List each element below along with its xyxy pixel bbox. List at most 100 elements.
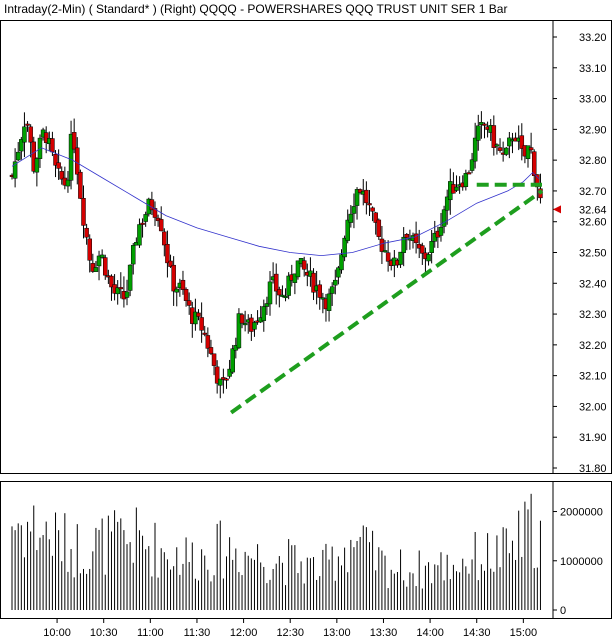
candle-up <box>261 306 267 321</box>
candle-up <box>242 323 248 326</box>
price-tick-label: 32.40 <box>579 278 607 290</box>
time-tick-label: 10:30 <box>90 627 118 639</box>
candle-up <box>441 209 447 227</box>
candle-down <box>367 203 372 206</box>
price-tick-label: 33.10 <box>579 63 607 75</box>
candle-up <box>339 254 344 271</box>
time-tick-label: 12:30 <box>276 627 304 639</box>
candle-down <box>158 219 164 232</box>
candle-down <box>87 238 92 261</box>
candle-up <box>351 206 357 214</box>
candle-down <box>50 138 55 153</box>
candle-up <box>479 122 484 125</box>
candle-down <box>25 123 30 126</box>
candle-down <box>404 234 410 238</box>
candle-up <box>22 126 27 143</box>
candle-up <box>476 125 481 141</box>
candle-up <box>504 147 509 155</box>
candle-up <box>292 273 298 283</box>
candle-down <box>497 147 503 151</box>
candle-up <box>348 213 354 223</box>
candle-up <box>454 186 459 191</box>
candle-up <box>345 219 350 241</box>
candle-up <box>326 293 332 311</box>
candle-down <box>162 231 167 246</box>
candle-up <box>342 237 347 258</box>
candle-up <box>93 267 99 272</box>
price-tick-label: 31.80 <box>579 463 607 475</box>
candle-down <box>59 171 64 180</box>
candle-down <box>71 132 77 150</box>
candle-down <box>385 252 391 262</box>
candle-up <box>227 368 232 377</box>
candle-up <box>507 137 512 147</box>
candle-up <box>444 196 450 211</box>
candle-down <box>152 208 158 218</box>
price-tick-label: 32.80 <box>579 155 607 167</box>
candle-down <box>277 289 282 296</box>
time-tick-label: 10:00 <box>43 627 71 639</box>
candle-down <box>118 287 124 290</box>
candle-down <box>183 289 189 301</box>
candle-down <box>196 312 201 317</box>
candle-down <box>53 153 58 166</box>
candle-up <box>286 275 291 296</box>
price-tick-label: 32.00 <box>579 401 607 413</box>
candle-down <box>199 317 204 331</box>
price-tick-label: 32.70 <box>579 186 607 198</box>
candle-up <box>267 281 273 305</box>
price-tick-label: 32.20 <box>579 340 607 352</box>
candle-up <box>218 378 223 386</box>
candle-up <box>295 260 301 278</box>
candle-up <box>336 267 341 278</box>
candle-down <box>202 332 207 335</box>
candle-up <box>398 251 403 265</box>
candle-up <box>230 348 235 373</box>
candle-up <box>354 189 360 206</box>
price-tick-label: 32.60 <box>579 217 607 229</box>
candle-down <box>239 314 245 324</box>
candle-down <box>186 300 192 306</box>
candle-down <box>224 378 229 381</box>
candle-up <box>494 144 500 147</box>
candle-down <box>370 207 375 212</box>
candle-up <box>252 322 257 330</box>
time-tick-label: 11:00 <box>137 627 164 639</box>
candle-down <box>491 125 497 148</box>
candle-down <box>221 377 226 380</box>
candle-down <box>317 284 322 298</box>
candle-down <box>379 238 385 252</box>
candle-up <box>115 287 120 295</box>
candle-up <box>19 139 24 152</box>
candle-down <box>364 189 369 204</box>
time-tick-label: 13:30 <box>370 627 398 639</box>
candle-down <box>208 347 214 354</box>
volume-tick-label: 0 <box>560 605 566 617</box>
price-tick-label: 32.30 <box>579 309 607 321</box>
candle-up <box>124 291 130 298</box>
time-axis: 10:00 10:30 11:00 11:30 12:00 12:30 13:00 13:30… <box>43 619 537 639</box>
candle-up <box>236 313 242 349</box>
candle-up <box>96 255 102 267</box>
candle-down <box>165 243 170 264</box>
time-tick-label: 14:00 <box>416 627 444 639</box>
candle-up <box>137 224 142 246</box>
candle-down <box>466 172 472 175</box>
candle-down <box>531 151 537 177</box>
candle-down <box>214 366 220 384</box>
candle-down <box>535 174 540 188</box>
moving-average-line <box>11 147 540 257</box>
price-tick-label: 32.64 <box>579 204 607 216</box>
candle-down <box>168 260 173 267</box>
price-tick-label: 33.00 <box>579 94 607 106</box>
trendline-0 <box>229 189 544 415</box>
candle-down <box>31 141 37 172</box>
candle-down <box>56 162 61 169</box>
chart-title: Intraday(2-Min) ( Standard* ) (Right) QQ… <box>4 2 507 16</box>
candle-up <box>34 158 40 173</box>
volume-tick-label: 1000000 <box>560 556 603 568</box>
candle-up <box>174 288 180 293</box>
candle-down <box>519 135 525 149</box>
